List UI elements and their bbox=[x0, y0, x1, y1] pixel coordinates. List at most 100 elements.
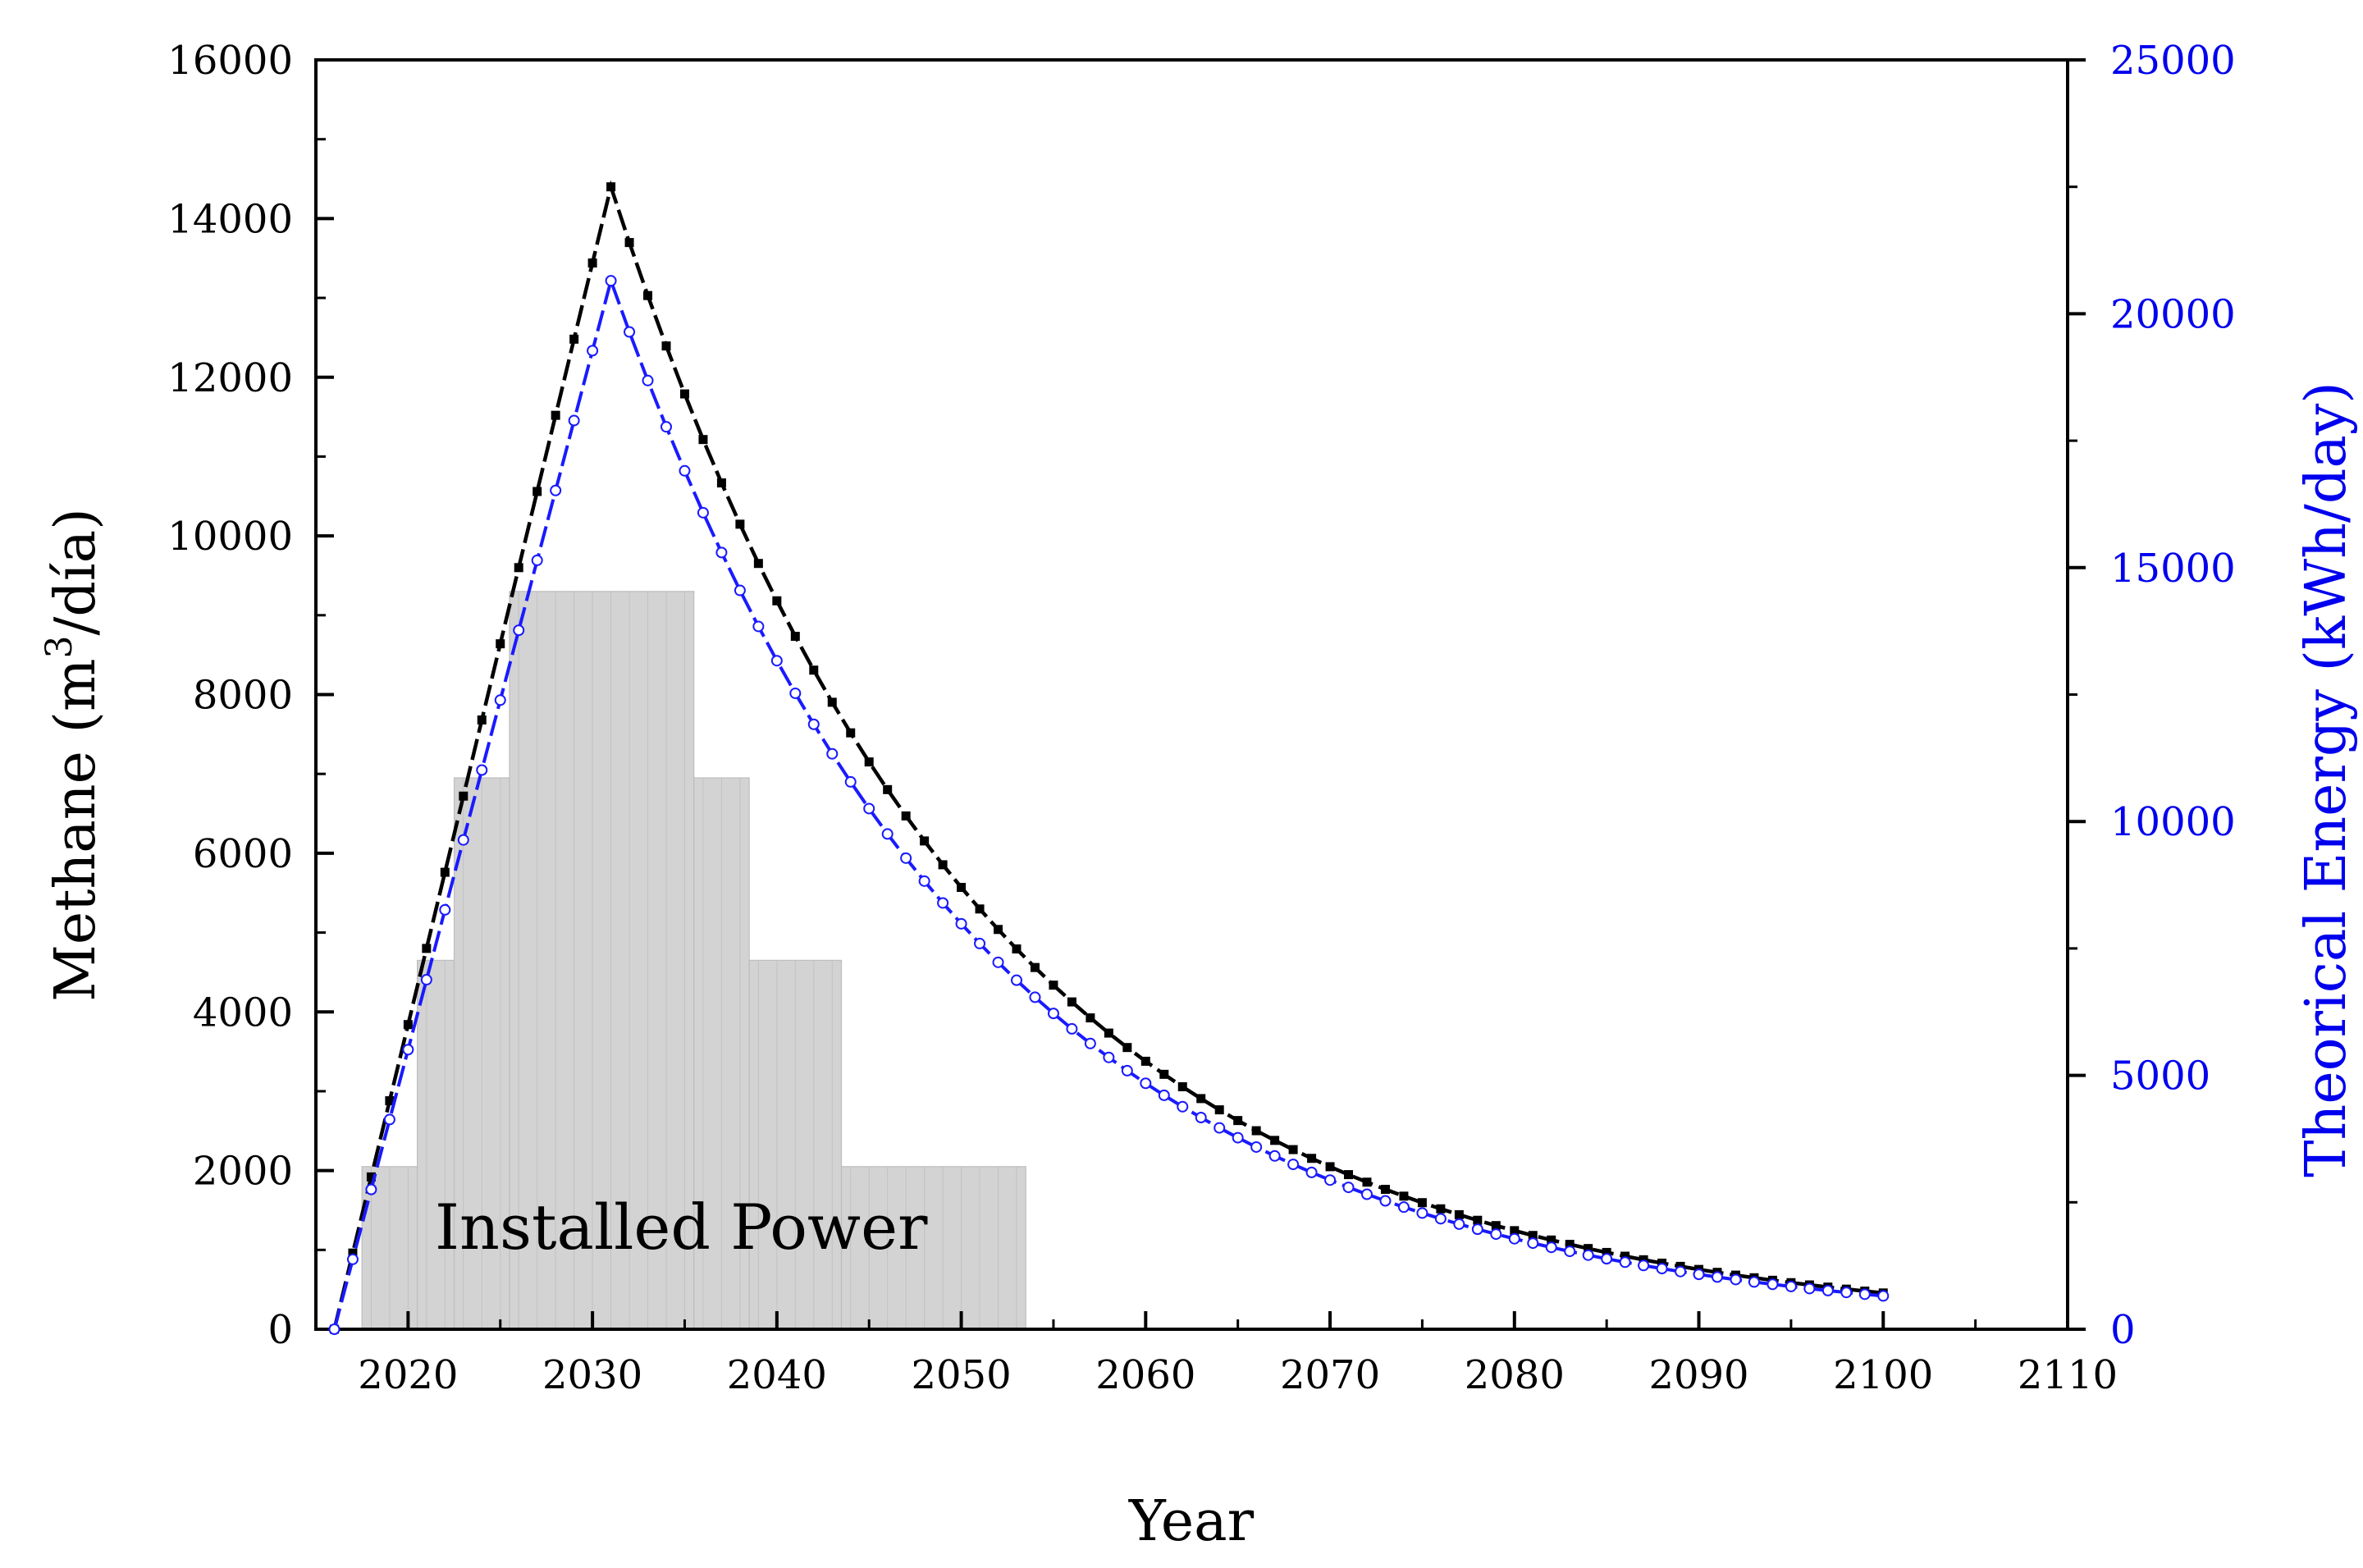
methane-point bbox=[496, 639, 505, 649]
methane-point bbox=[679, 389, 689, 399]
energy-point bbox=[881, 828, 894, 840]
methane-point bbox=[459, 791, 468, 801]
energy-point bbox=[1287, 1159, 1300, 1171]
x-tick-label: 2030 bbox=[542, 1352, 642, 1398]
methane-point bbox=[1344, 1170, 1354, 1180]
y-right-tick-label: 20000 bbox=[2110, 291, 2236, 337]
y-left-tick-label: 6000 bbox=[193, 831, 293, 877]
methane-point bbox=[514, 563, 523, 573]
methane-point bbox=[1602, 1247, 1611, 1257]
methane-point bbox=[735, 519, 745, 529]
methane-point bbox=[1104, 1028, 1113, 1038]
methane-point bbox=[957, 883, 967, 893]
methane-point bbox=[1417, 1198, 1427, 1208]
energy-point bbox=[734, 584, 746, 597]
energy-point bbox=[1268, 1150, 1281, 1162]
energy-point bbox=[974, 937, 986, 949]
energy-point bbox=[1712, 1271, 1723, 1283]
energy-point bbox=[1840, 1287, 1853, 1299]
methane-point bbox=[569, 334, 579, 344]
series bbox=[328, 180, 1890, 1335]
energy-point bbox=[1324, 1174, 1337, 1186]
energy-point bbox=[660, 421, 672, 433]
energy-point bbox=[1195, 1112, 1207, 1124]
y-right-tick-label: 10000 bbox=[2110, 799, 2236, 845]
methane-point bbox=[1510, 1226, 1520, 1236]
y-axis-title-right: Theorical Energy (kWh/day) bbox=[2294, 382, 2359, 1177]
y-right-tick-label: 25000 bbox=[2110, 38, 2236, 84]
energy-point bbox=[1748, 1276, 1760, 1288]
energy-point bbox=[457, 834, 469, 846]
energy-point bbox=[476, 764, 488, 776]
energy-point bbox=[697, 506, 709, 519]
energy-point bbox=[550, 484, 562, 496]
energy-point bbox=[679, 464, 691, 477]
methane-point bbox=[772, 596, 782, 606]
energy-point bbox=[1213, 1122, 1226, 1134]
methane-point bbox=[606, 182, 616, 192]
methane-point bbox=[1251, 1126, 1261, 1136]
energy-point bbox=[789, 687, 802, 699]
methane-point bbox=[587, 258, 597, 268]
methane-point bbox=[1067, 997, 1076, 1007]
energy-point bbox=[1693, 1269, 1705, 1281]
methane-point bbox=[883, 784, 893, 794]
methane-point bbox=[975, 904, 985, 914]
energy-point bbox=[1342, 1182, 1355, 1194]
y-left-tick-label: 12000 bbox=[167, 355, 293, 401]
energy-point bbox=[1730, 1273, 1742, 1286]
methane-point bbox=[1491, 1221, 1501, 1231]
x-tick-label: 2110 bbox=[2018, 1352, 2118, 1398]
energy-point bbox=[1619, 1256, 1631, 1269]
methane-point bbox=[1307, 1154, 1317, 1163]
installed-power-bar bbox=[417, 959, 455, 1330]
energy-point bbox=[1582, 1249, 1594, 1261]
methane-point bbox=[1620, 1251, 1630, 1261]
methane-point bbox=[938, 860, 948, 870]
methane-point bbox=[1547, 1235, 1556, 1245]
energy-point bbox=[1858, 1288, 1871, 1301]
energy-point bbox=[1471, 1223, 1483, 1236]
energy-point bbox=[1545, 1241, 1557, 1254]
energy-point bbox=[1490, 1228, 1502, 1241]
methane-point bbox=[643, 290, 653, 300]
y-right-tick-label: 0 bbox=[2110, 1307, 2136, 1353]
y-left-tick-label: 4000 bbox=[193, 990, 293, 1035]
x-tick-label: 2040 bbox=[727, 1352, 827, 1398]
energy-point bbox=[1140, 1077, 1152, 1090]
methane-point bbox=[366, 1172, 376, 1182]
methane-point bbox=[901, 811, 911, 821]
energy-point bbox=[1638, 1259, 1650, 1272]
y-left-tick-label: 8000 bbox=[193, 673, 293, 719]
energy-point bbox=[1250, 1141, 1263, 1153]
energy-point bbox=[365, 1183, 377, 1195]
energy-point bbox=[1047, 1008, 1059, 1020]
installed-power-bar bbox=[840, 1166, 1026, 1330]
methane-point bbox=[1177, 1081, 1187, 1091]
energy-point bbox=[1305, 1166, 1318, 1178]
methane-point bbox=[994, 925, 1003, 935]
methane-point bbox=[551, 410, 560, 420]
methane-point bbox=[1270, 1136, 1280, 1145]
methane-point bbox=[846, 728, 856, 738]
y-axis-title-left: Methane (m3/día) bbox=[39, 508, 108, 1001]
energy-point bbox=[1601, 1253, 1613, 1265]
energy-point bbox=[1675, 1265, 1687, 1278]
energy-point bbox=[587, 345, 599, 357]
energy-point bbox=[844, 775, 857, 788]
energy-point bbox=[937, 897, 949, 909]
energy-point bbox=[1803, 1282, 1816, 1295]
energy-point bbox=[1361, 1188, 1373, 1200]
energy-point bbox=[1453, 1218, 1465, 1230]
methane-point bbox=[1565, 1240, 1575, 1250]
methane-point bbox=[809, 665, 819, 675]
energy-point bbox=[1066, 1022, 1078, 1035]
energy-point bbox=[752, 620, 765, 633]
methane-point bbox=[477, 715, 487, 725]
energy-point bbox=[1379, 1195, 1392, 1207]
energy-point bbox=[1158, 1089, 1170, 1101]
energy-point bbox=[1656, 1263, 1668, 1275]
methane-point bbox=[920, 836, 930, 846]
methane-point bbox=[790, 632, 800, 642]
